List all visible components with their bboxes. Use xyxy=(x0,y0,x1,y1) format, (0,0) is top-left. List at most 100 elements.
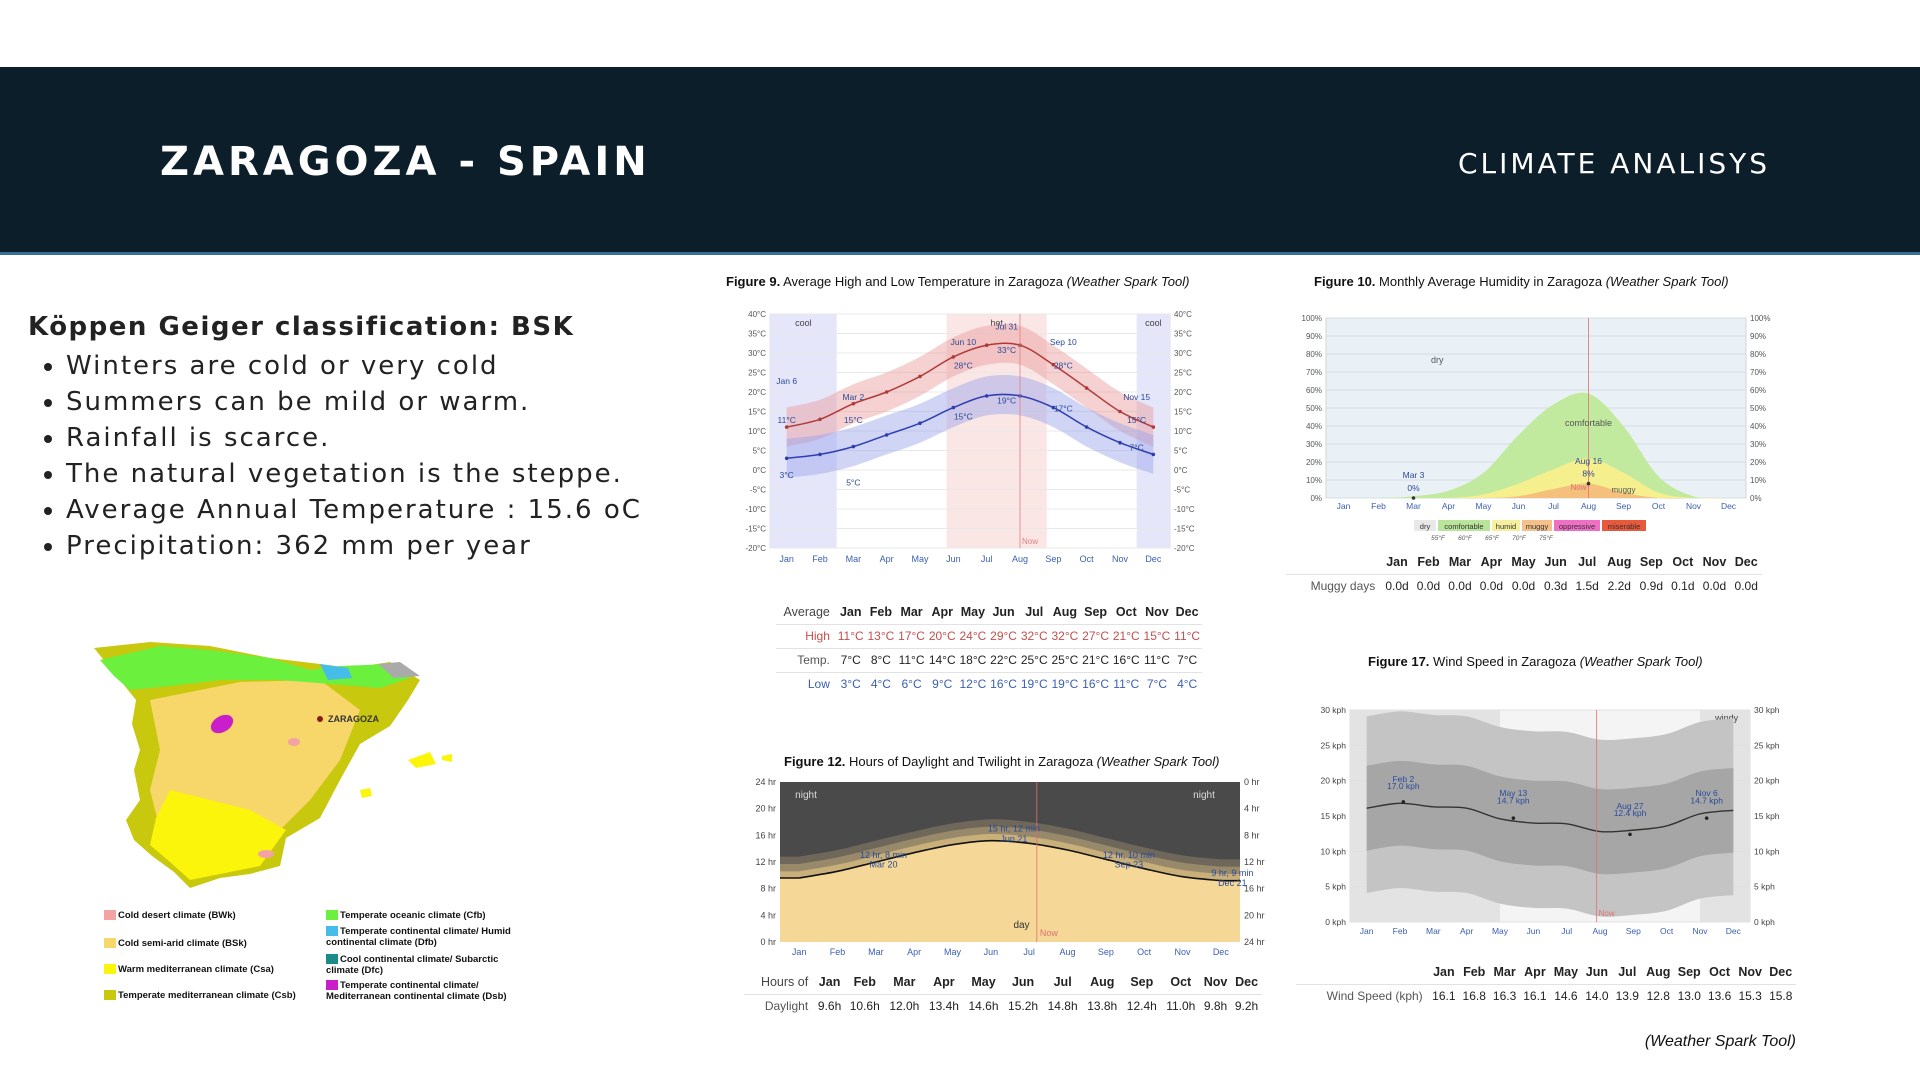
month-header: Sep xyxy=(1084,604,1108,619)
x-tick-label: Jul xyxy=(1023,947,1035,957)
header-bar: ZARAGOZA - SPAIN CLIMATE ANALISYS xyxy=(0,67,1920,255)
y-tick-label: 80% xyxy=(1750,350,1766,359)
y-tick-label: 50% xyxy=(1750,404,1766,413)
x-tick-label: Sep xyxy=(1616,501,1631,511)
humidity-legend-tick: 60°F xyxy=(1458,534,1473,542)
y-tick-label: 5 kph xyxy=(1754,882,1775,892)
table-row: Low 3°C 4°C 6°C 9°C 12°C 16°C 19°C 19°C 16°C 11°C 7… xyxy=(776,671,1202,696)
x-tick-label: Mar xyxy=(1426,926,1441,936)
humidity-legend-label: muggy xyxy=(1526,522,1549,531)
humidity-table: Jan Feb Mar Apr May Jun Jul Aug Sep Oct Nov Dec Mug… xyxy=(1286,550,1762,598)
table-cell: 9°C xyxy=(926,671,958,696)
map-csa-area xyxy=(150,790,286,880)
chart-annotation: 15 hr, 12 min xyxy=(988,823,1040,833)
y-tick-label: 15°C xyxy=(748,408,766,417)
table-cell: 16°C xyxy=(1110,647,1142,672)
bullet-item: Average Annual Temperature : 15.6 oC xyxy=(42,492,668,528)
wind-speed-line xyxy=(1366,802,1734,833)
x-tick-label: Dec xyxy=(1145,554,1162,564)
source-note: (Weather Spark Tool) xyxy=(1644,1033,1796,1050)
table-cell: 16.1 xyxy=(1519,983,1551,1008)
y-tick-label: -20°C xyxy=(1174,544,1195,553)
table-header-label xyxy=(1296,960,1429,984)
map-balearic-islands xyxy=(442,754,452,762)
month-header: May xyxy=(971,974,996,989)
legend-label: Cold semi-arid climate (BSk) xyxy=(118,938,247,949)
table-row: High 11°C 13°C 17°C 20°C 24°C 29°C 32°C 32°C 27°C… xyxy=(776,623,1202,648)
high-temp-band xyxy=(786,323,1154,447)
humidity-legend-swatch xyxy=(1554,520,1600,531)
chart-annotation: 12.4 kph xyxy=(1614,808,1647,818)
bullet-item: Summers can be mild or warm. xyxy=(42,384,668,420)
table-cell: 22°C xyxy=(988,647,1019,672)
table-cell: 16.3 xyxy=(1489,983,1520,1008)
month-header: Oct xyxy=(1709,964,1731,979)
month-header: Jul xyxy=(1025,604,1044,619)
humidity-legend-label: dry xyxy=(1420,522,1431,531)
x-tick-label: Feb xyxy=(1393,926,1408,936)
y-tick-label: 10°C xyxy=(748,427,766,436)
humidity-legend-swatch xyxy=(1522,520,1552,531)
bullet-item: The natural vegetation is the steppe. xyxy=(42,456,668,492)
table-header-label xyxy=(1286,550,1381,574)
y-tick-label: -20°C xyxy=(745,544,766,553)
y-tick-label: 50% xyxy=(1306,404,1322,413)
y-tick-label: 20 hr xyxy=(1244,910,1265,920)
table-cell: 14.6h xyxy=(963,993,1004,1018)
humidity-legend-label: comfortable xyxy=(1444,522,1483,531)
map-balearic-islands xyxy=(408,752,436,768)
chart-annotation: Jan 6 xyxy=(776,376,797,386)
high-temp-point xyxy=(784,425,789,429)
y-tick-label: 30 kph xyxy=(1320,705,1346,715)
table-cell: 4°C xyxy=(865,671,897,696)
data-point xyxy=(1511,816,1516,820)
table-header-row: Jan Feb Mar Apr May Jun Jul Aug Sep Oct Nov Dec xyxy=(1286,550,1762,574)
table-cell: 7°C xyxy=(1172,647,1202,672)
chart-annotation: 17.0 kph xyxy=(1387,781,1420,791)
map-bwk-area-south xyxy=(258,850,274,858)
table-cell: 7°C xyxy=(835,647,866,672)
table-cell: 0.0d xyxy=(1507,573,1540,598)
fig9-caption: Figure 9. Average High and Low Temperatu… xyxy=(726,274,1189,289)
table-header-row: Jan Feb Mar Apr May Jun Jul Aug Sep Oct Nov Dec xyxy=(1296,960,1796,984)
chart-annotation: May 13 xyxy=(1499,788,1527,798)
koppen-section: Köppen Geiger classification: BSK Winter… xyxy=(28,312,668,564)
chart-annotation: 15°C xyxy=(844,415,863,425)
month-header: Jul xyxy=(1578,554,1597,569)
table-cell: 12.0h xyxy=(884,993,925,1018)
band-label: cool xyxy=(1145,318,1162,328)
day-label: day xyxy=(1013,920,1029,931)
table-cell: 21°C xyxy=(1110,623,1142,648)
chart-annotation: Sep 10 xyxy=(1050,337,1077,347)
month-header: Jan xyxy=(1386,554,1408,569)
table-cell: 32°C xyxy=(1049,623,1081,648)
map-alpine-area xyxy=(378,662,420,678)
x-tick-label: Aug xyxy=(1592,926,1607,936)
temperature-chart: cool hot cool 40°C 40°C 35°C 35°C 30°C 30°C 25°C 2… xyxy=(745,310,1195,564)
chart-annotation: Nov 15 xyxy=(1123,392,1150,402)
daylight-area xyxy=(780,840,1240,942)
month-header: Feb xyxy=(853,974,876,989)
table-cell: 15°C xyxy=(1141,623,1173,648)
y-tick-label: 0°C xyxy=(753,466,767,475)
night-label: night xyxy=(795,790,817,801)
legend-swatch xyxy=(104,910,116,920)
humidity-chart: 100% 100% 90% 90% 80% 80% 70% 70% 60% 60% 50% 50% 40… xyxy=(1302,314,1771,542)
month-header: Jun xyxy=(992,604,1015,619)
map-city-label: ZARAGOZA xyxy=(328,714,379,724)
climate-map: ZARAGOZA Cold desert climate (BWk) Cold … xyxy=(90,640,550,1020)
y-tick-label: 40% xyxy=(1306,422,1322,431)
month-header: Nov xyxy=(1702,554,1727,569)
month-header: Jun xyxy=(1544,554,1567,569)
temperature-table: Average Jan Feb Mar Apr May Jun Jul Aug Sep Oct No… xyxy=(776,600,1202,696)
table-cell: 9.2h xyxy=(1231,993,1262,1018)
row-label: Temp. xyxy=(776,647,836,672)
table-cell: 25°C xyxy=(1049,647,1081,672)
y-tick-label: 70% xyxy=(1306,368,1322,377)
now-label: Now xyxy=(1599,909,1615,918)
table-cell: 13.6 xyxy=(1704,983,1735,1008)
x-tick-label: Aug xyxy=(1012,554,1028,564)
month-header: Aug xyxy=(1090,974,1115,989)
fig12-caption: Figure 12. Hours of Daylight and Twiligh… xyxy=(784,754,1220,769)
